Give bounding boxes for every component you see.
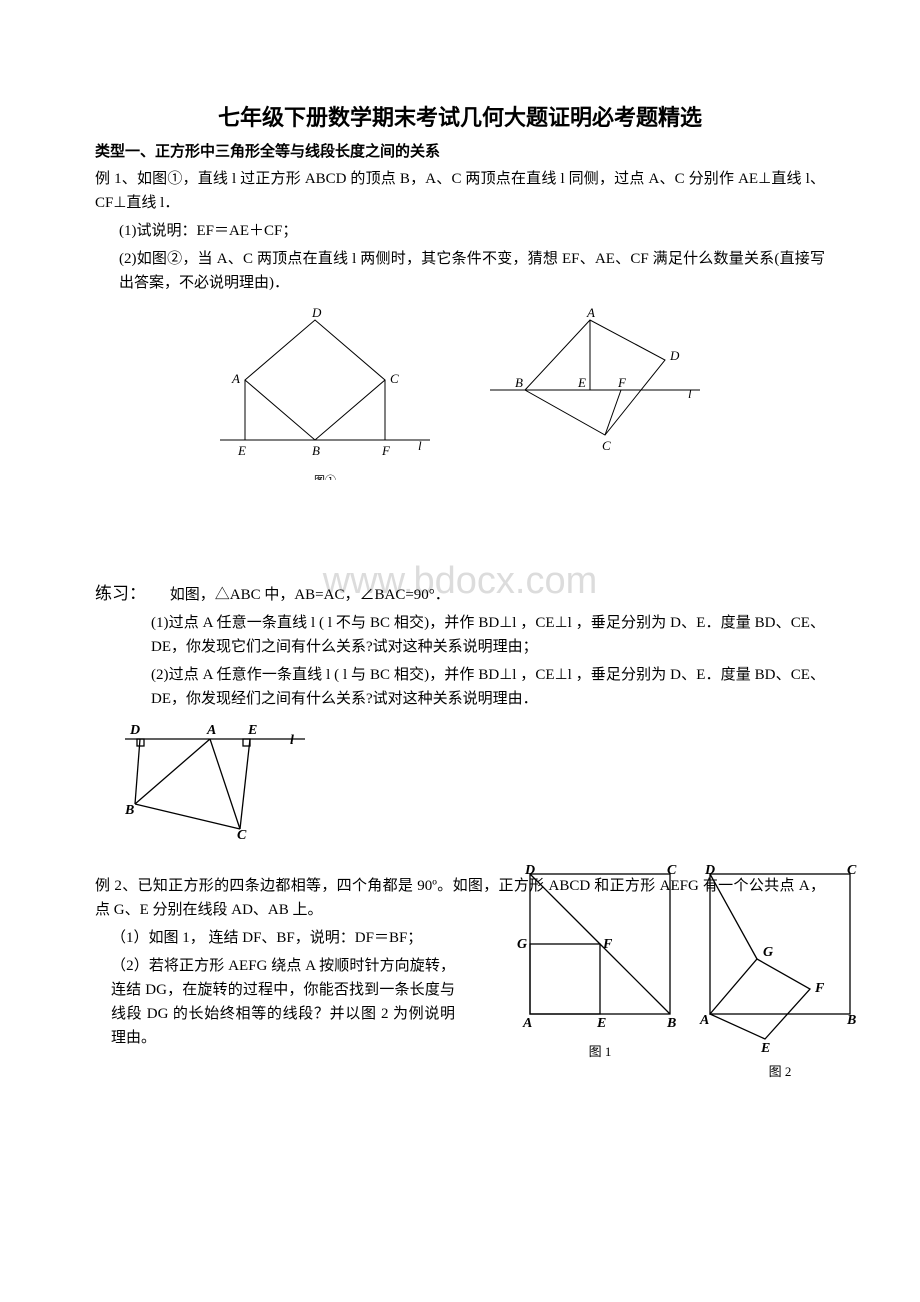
ex1-q1: (1)试说明：EF＝AE＋CF； — [95, 219, 825, 243]
ex2-fig2: D C G F A E B 图 2 — [695, 864, 865, 1080]
label-l2: l — [688, 386, 692, 401]
label-E: E — [237, 443, 246, 458]
label-D2: D — [669, 348, 680, 363]
ex1-q2: (2)如图②，当 A、C 两顶点在直线 l 两侧时，其它条件不变，猜想 EF、A… — [95, 247, 825, 295]
f2-C: C — [847, 864, 857, 878]
fig1-caption: 图① — [220, 472, 430, 480]
f2-E: E — [760, 1041, 770, 1054]
pl-l: l — [290, 733, 294, 748]
f2-G: G — [763, 945, 773, 960]
f1-A: A — [522, 1016, 532, 1031]
section-heading: 类型一、正方形中三角形全等与线段长度之间的关系 — [95, 140, 825, 161]
pl-A: A — [206, 723, 216, 738]
f2-B: B — [846, 1013, 856, 1028]
practice-q1: (1)过点 A 任意一条直线 l ( l 不与 BC 相交)，并作 BD⊥l ，… — [95, 611, 825, 659]
page-title: 七年级下册数学期末考试几何大题证明必考题精选 — [95, 100, 825, 132]
figure-2: A B C D E F l — [490, 305, 700, 480]
ex2-fig2-cap: 图 2 — [695, 1061, 865, 1080]
ex2-fig1-cap: 图 1 — [515, 1041, 685, 1060]
label-F: F — [381, 443, 391, 458]
f2-D: D — [704, 864, 715, 878]
ex2-fig1: D C G F A E B 图 1 — [515, 864, 685, 1080]
practice-figure: D A E l B C — [125, 719, 825, 844]
label-B: B — [312, 443, 320, 458]
label-D: D — [311, 305, 322, 320]
f1-E: E — [596, 1016, 606, 1031]
f2-A: A — [699, 1013, 709, 1028]
practice-label: 练习： — [95, 584, 146, 603]
label-E2: E — [577, 375, 586, 390]
label-A: A — [231, 371, 240, 386]
ex1-intro: 例 1、如图①，直线 l 过正方形 ABCD 的顶点 B，A、C 两顶点在直线 … — [95, 167, 825, 215]
label-B2: B — [515, 375, 523, 390]
f1-B: B — [666, 1016, 676, 1031]
ex2-q1: （1）如图 1， 连结 DF、BF，说明：DF＝BF； — [95, 926, 455, 950]
pl-E: E — [247, 723, 257, 738]
practice-row: 练习： 如图，△ABC 中，AB=AC，∠BAC=90°． — [95, 580, 825, 607]
f1-F: F — [602, 937, 613, 952]
f1-D: D — [524, 864, 535, 878]
figure-1: A B C D E F l 图① — [220, 305, 430, 480]
ex2-wrap: 例 2、已知正方形的四条边都相等，四个角都是 90º。如图，正方形 ABCD 和… — [95, 874, 825, 1050]
ex2-q2: （2）若将正方形 AEFG 绕点 A 按顺时针方向旋转，连结 DG，在旋转的过程… — [95, 954, 455, 1050]
pl-D: D — [129, 723, 140, 738]
ex1-intro-text: 例 1、如图①，直线 l 过正方形 ABCD 的顶点 B，A、C 两顶点在直线 … — [95, 171, 825, 211]
label-C: C — [390, 371, 399, 386]
practice-q2: (2)过点 A 任意作一条直线 l ( l 与 BC 相交)，并作 BD⊥l ，… — [95, 663, 825, 711]
fig2-caption-trunc — [490, 472, 700, 480]
pl-B: B — [125, 803, 134, 818]
label-l: l — [418, 438, 422, 453]
practice-intro: 如图，△ABC 中，AB=AC，∠BAC=90°． — [170, 587, 450, 603]
f2-F: F — [814, 981, 825, 996]
f1-G: G — [517, 937, 527, 952]
pl-C: C — [237, 828, 247, 839]
f1-C: C — [667, 864, 677, 878]
label-F2: F — [617, 375, 627, 390]
label-C2: C — [602, 438, 611, 453]
figure-row-1: A B C D E F l 图① — [95, 305, 825, 480]
label-A2: A — [586, 305, 595, 320]
